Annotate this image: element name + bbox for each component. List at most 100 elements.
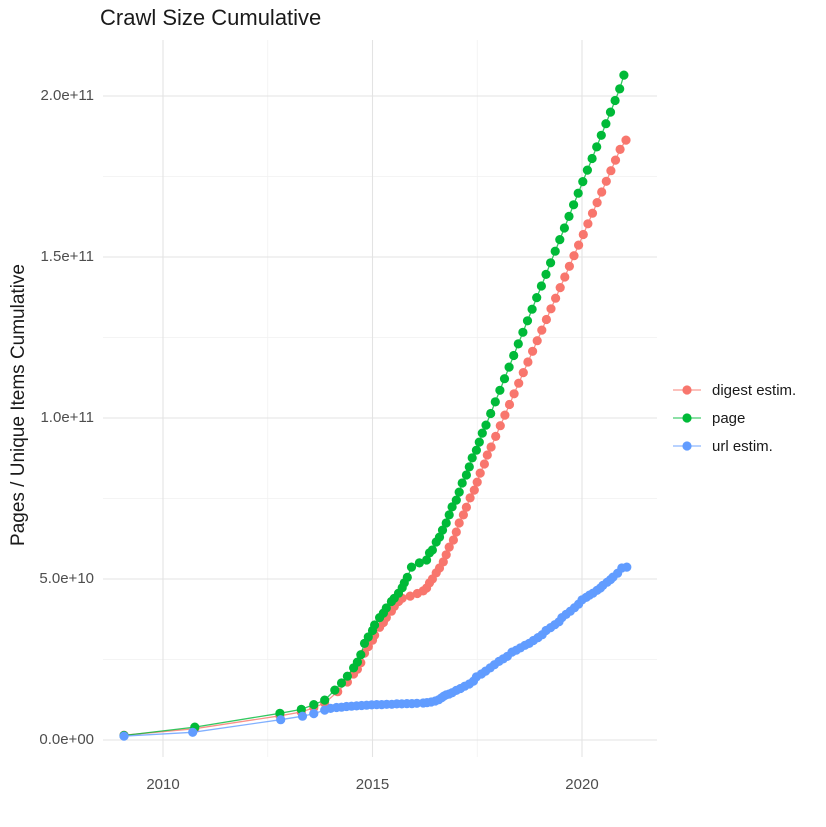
data-point (583, 219, 593, 229)
data-point (481, 420, 491, 430)
legend-key-dot (682, 441, 692, 451)
data-point (559, 223, 570, 233)
legend-key-dot (682, 385, 692, 395)
data-point (405, 591, 415, 601)
legend-item-page: page (672, 408, 796, 428)
data-point (474, 437, 484, 447)
data-point (356, 650, 366, 660)
data-point (592, 198, 602, 208)
data-point (601, 119, 611, 129)
data-point (370, 620, 380, 630)
data-point (555, 235, 565, 245)
data-point (569, 200, 579, 210)
x-tick-label: 2010 (146, 776, 180, 793)
data-point (532, 293, 542, 303)
data-point (447, 502, 457, 512)
data-point (444, 510, 454, 520)
data-point (509, 350, 519, 361)
data-point (592, 142, 602, 152)
data-point (610, 95, 620, 106)
data-point (537, 325, 547, 335)
data-point (513, 339, 523, 349)
data-point (518, 368, 528, 378)
data-point (605, 107, 616, 117)
y-tick-label: 5.0e+10 (39, 569, 94, 587)
data-point (457, 478, 467, 488)
data-point (536, 281, 547, 291)
legend-key-url-icon (673, 441, 701, 451)
data-point (490, 397, 500, 407)
data-point (564, 261, 575, 271)
data-point (610, 155, 621, 165)
data-point (296, 704, 306, 715)
data-point (522, 316, 533, 326)
data-point (482, 450, 492, 460)
data-point (578, 177, 588, 187)
data-point (504, 399, 515, 410)
legend-item-label: page (712, 409, 746, 427)
legend-item-label: digest estim. (712, 381, 797, 399)
x-tick-label: 2020 (565, 776, 599, 793)
data-point (499, 374, 510, 384)
data-point (597, 187, 607, 197)
data-point (454, 487, 464, 497)
data-point (437, 525, 448, 535)
y-tick-label: 0.0e+00 (39, 730, 94, 748)
data-point (514, 378, 524, 388)
data-point (606, 166, 616, 176)
data-point (451, 527, 461, 537)
y-tick-label: 1.5e+11 (40, 247, 94, 265)
data-point (486, 442, 496, 452)
data-point (541, 314, 552, 325)
data-point (546, 258, 556, 268)
data-point (541, 269, 551, 279)
data-point (427, 545, 437, 555)
data-point (363, 632, 373, 642)
series-line-0 (123, 139, 627, 736)
data-point (587, 153, 597, 164)
legend-item-url-estim: url estim. (672, 436, 796, 456)
data-point (495, 421, 505, 431)
data-point (438, 557, 448, 567)
data-point (276, 715, 286, 725)
legend-key-dot (682, 413, 692, 423)
data-point (523, 357, 533, 367)
data-point (569, 251, 579, 261)
data-point (381, 603, 391, 613)
data-point (564, 211, 574, 221)
data-point (402, 572, 412, 583)
data-point (573, 188, 583, 198)
data-point (320, 695, 330, 705)
data-point (574, 240, 584, 250)
data-point (465, 493, 475, 503)
data-point (461, 502, 471, 512)
data-point (532, 336, 542, 346)
data-point (406, 562, 417, 572)
data-point (188, 727, 198, 737)
data-point (550, 246, 560, 256)
data-point (622, 562, 632, 572)
data-point (461, 470, 471, 480)
data-point (309, 709, 319, 719)
data-point (414, 558, 424, 568)
data-point (119, 731, 129, 741)
chart-title: Crawl Size Cumulative (100, 5, 322, 30)
data-point (560, 272, 570, 282)
data-point (596, 130, 606, 140)
data-point (615, 84, 625, 94)
data-point (582, 165, 593, 175)
data-point (615, 144, 625, 154)
data-point (434, 532, 445, 542)
data-point (475, 468, 485, 478)
data-point (454, 518, 464, 528)
data-point (422, 555, 432, 565)
data-point (477, 428, 487, 438)
legend-item-digest-estim: digest estim. (672, 380, 796, 400)
legend-key-digest-icon (673, 385, 701, 395)
data-point (336, 678, 347, 688)
data-point (486, 408, 496, 419)
data-point (342, 671, 352, 681)
data-point (444, 542, 454, 552)
data-point (471, 445, 481, 455)
